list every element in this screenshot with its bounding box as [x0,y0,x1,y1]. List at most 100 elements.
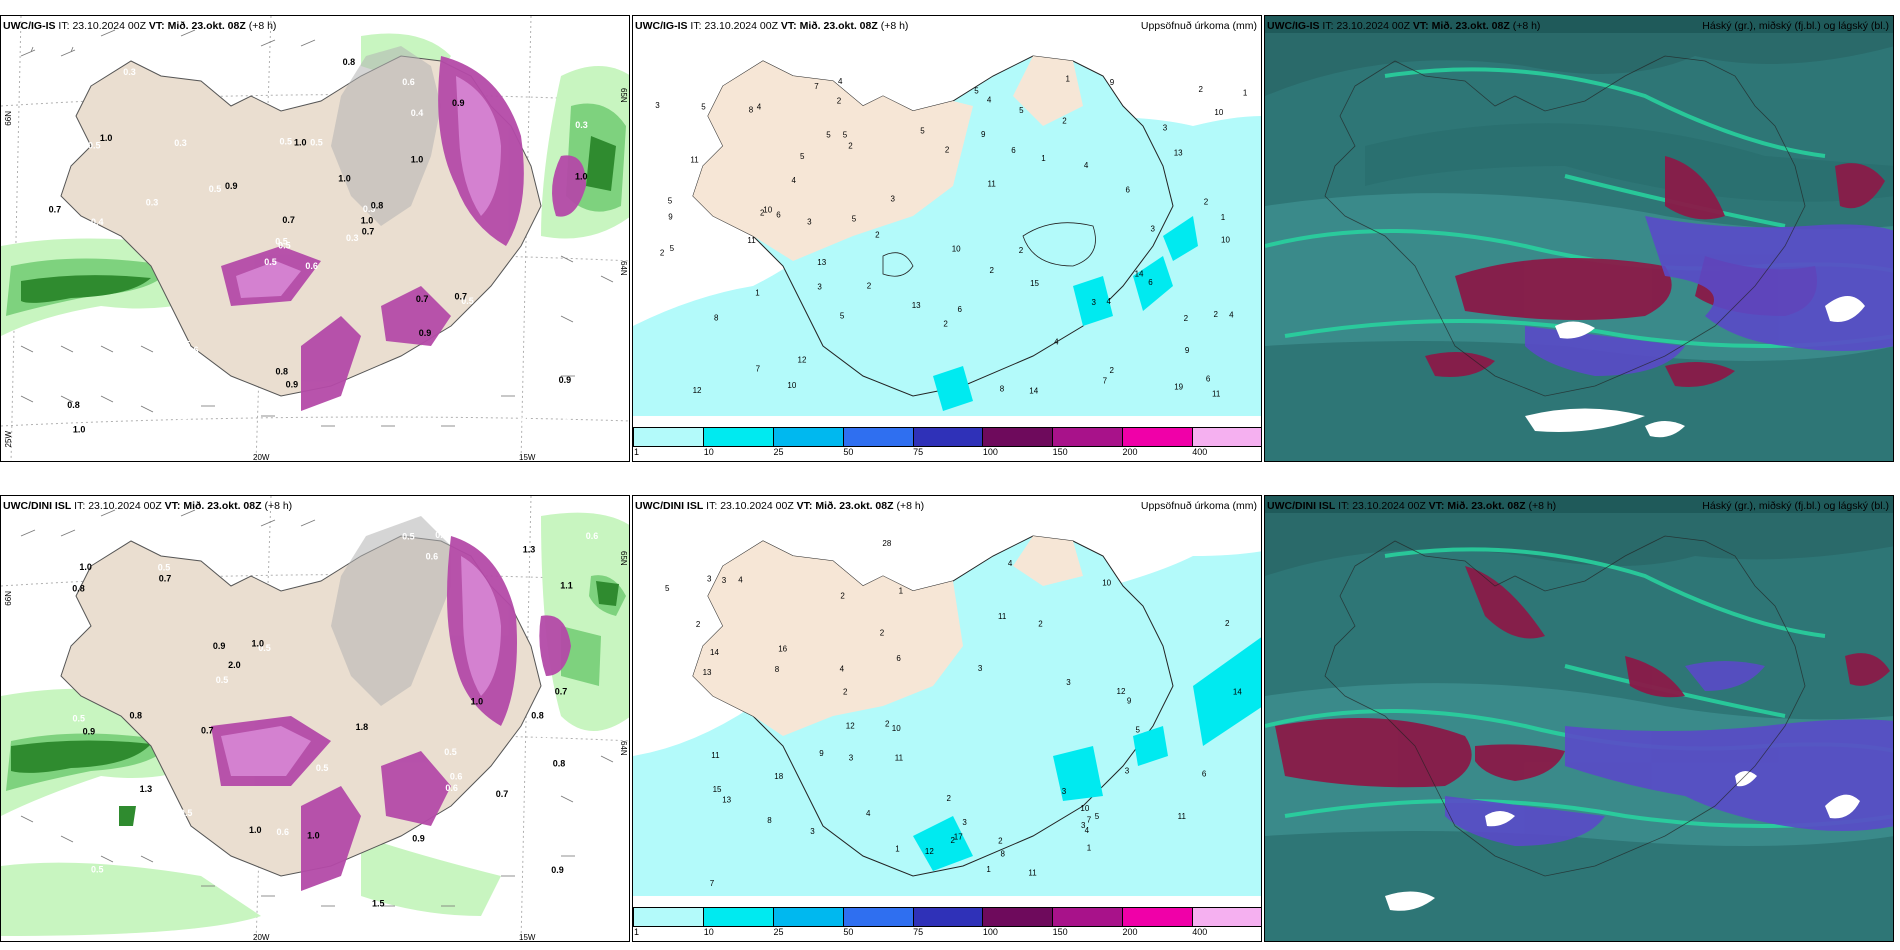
map-value-label: 0.5 [94,349,107,359]
legend-label: 25 [773,927,784,937]
map-value-label: 1 [755,289,760,298]
map-value-label: 11 [711,751,720,760]
map-value-label: 9 [981,130,986,139]
legend-label: 200 [1122,927,1138,937]
map-value-label: 2 [843,687,848,696]
map-value-label: 5 [974,87,979,96]
legend-label: 75 [913,927,924,937]
map-value-label: 4 [840,664,845,673]
map-value-label: 2 [951,836,956,845]
map-value-label: 4 [1084,161,1089,170]
map-value-label: 6 [776,210,781,219]
panel-bottom-right: UWC/DINI ISL IT: 23.10.2024 00Z VT: Mið.… [1264,495,1894,942]
map-value-label: 0.7 [555,686,568,696]
map-value-label: 0.7 [201,725,214,735]
map-value-label: 4 [1008,559,1013,568]
map-value-label: 11 [1028,869,1037,878]
map-value-label: 2 [990,266,995,275]
map-value-label: 14 [1029,387,1038,396]
legend-swatch [843,908,914,926]
map-value-label: 0.5 [25,185,38,195]
iceland-outline [1324,535,1806,877]
map-value-label: 0.3 [123,67,136,77]
map-value-label: 3 [807,218,812,227]
legend-swatch [983,428,1054,446]
legend-label: 1 [634,927,640,937]
map-value-label: 0.5 [402,532,415,542]
legend-swatch [703,428,774,446]
map-value-label: 1.0 [338,174,351,184]
map-value-label: 2 [848,142,853,151]
map-value-label: 0.5 [209,184,222,194]
map-value-label: 0.8 [553,758,566,768]
map-value-label: 2 [1204,198,1209,207]
map-value-label: 0.5 [180,808,193,818]
map-value-label: 2 [1214,310,1219,319]
map-value-label: 2 [840,592,845,601]
map-value-label: 0.6 [426,552,439,562]
map-value-label: 6 [1126,185,1131,194]
map-value-label: 0.5 [178,339,191,349]
map-value-label: 2 [837,97,842,106]
map-value-label: 5 [843,130,848,139]
map-value-label: 3 [655,101,660,110]
map-value-label: 0.3 [363,204,376,214]
map-value-label: 4 [1107,297,1112,306]
legend-swatch [773,908,844,926]
panel-top-middle: UWC/IG-IS IT: 23.10.2024 00Z VT: Mið. 23… [632,15,1262,462]
map-value-label: 1.0 [471,696,484,706]
panel-title: UWC/IG-IS IT: 23.10.2024 00Z VT: Mið. 23… [1267,20,1541,32]
map-value-label: 3 [849,754,854,763]
map-value-label: 1.3 [140,784,153,794]
map-value-label: 1 [1087,844,1092,853]
map-value-label: 0.6 [338,876,351,886]
map-value-label: 8 [767,816,772,825]
map-value-label: 9 [668,212,673,221]
cloud-map [1265,513,1893,941]
map-value-label: 7 [756,365,761,374]
map-value-label: 0.6 [120,423,133,433]
map-value-label: 1 [1041,154,1046,163]
grid-label: 66N [4,591,13,606]
map-value-label: 1.0 [73,424,86,434]
map-value-label: 5 [701,103,706,112]
map-value-label: 7 [1087,815,1092,824]
panel-top-right: UWC/IG-IS IT: 23.10.2024 00Z VT: Mið. 23… [1264,15,1894,462]
map-value-label: 11 [895,754,904,763]
legend-swatch [773,428,844,446]
map-value-label: 4 [738,576,743,585]
map-value-label: 8 [1000,384,1005,393]
precip-legend: 1 10 25 50 75 100 150 200 400 [633,427,1261,461]
map-value-label: 1.0 [575,172,588,182]
legend-swatch [1053,908,1124,926]
map-value-label: 0.6 [445,783,458,793]
map-value-label: 0.9 [213,641,226,651]
grid-label: 15W [519,453,536,462]
map-value-label: 1.1 [560,581,573,591]
legend-swatch [983,908,1054,926]
map-value-label: 0.8 [343,57,356,67]
legend-label: 1 [634,447,640,457]
map-value-label: 3 [707,575,712,584]
grid-label: 15W [519,933,536,942]
map-value-label: 7 [814,82,819,91]
panel-title: UWC/IG-IS IT: 23.10.2024 00Z VT: Mið. 23… [635,20,909,32]
map-value-label: 4 [1054,338,1059,347]
map-value-label: 2 [880,628,885,637]
map-value-label: 13 [722,795,731,804]
legend-swatch [1123,908,1194,926]
map-value-label: 5 [670,244,675,253]
map-value-label: 6 [1202,769,1207,778]
map-value-label: 2.0 [228,660,241,670]
map-value-label: 16 [778,644,787,653]
map-value-label: 1.0 [249,825,262,835]
map-value-label: 0.6 [305,261,318,271]
panel-subtitle: Uppsöfnuð úrkoma (mm) [1140,500,1257,512]
map-value-label: 12 [1117,687,1126,696]
map-value-label: 3 [817,282,822,291]
map-value-label: 11 [1178,812,1187,821]
map-value-label: 2 [1110,366,1115,375]
map-value-label: 2 [998,836,1003,845]
map-value-label: 0.3 [346,233,359,243]
map-value-label: 0.5 [280,136,293,146]
